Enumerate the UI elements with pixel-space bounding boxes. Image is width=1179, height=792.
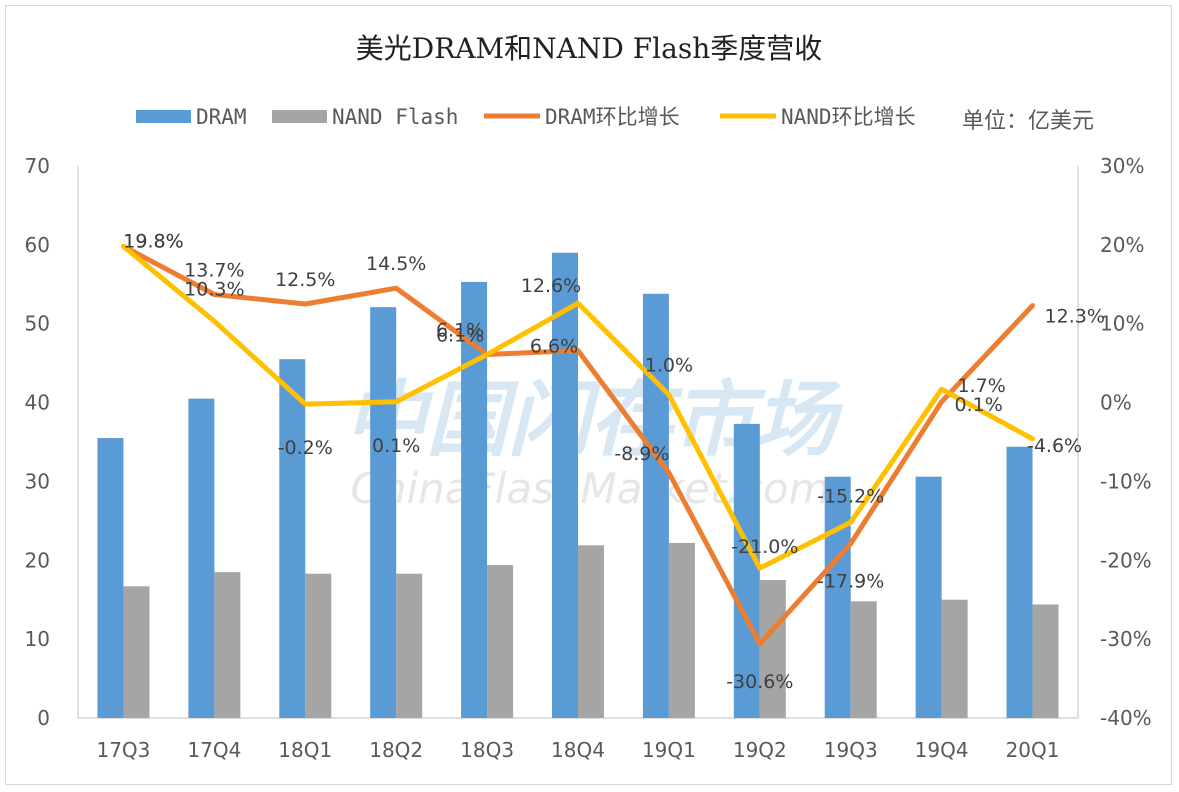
- data-label-dram-growth: 0.1%: [954, 394, 1002, 416]
- x-tick-label: 17Q4: [187, 738, 241, 762]
- data-label-dram-growth: 12.3%: [1045, 306, 1105, 328]
- y-left-tick-label: 40: [25, 391, 50, 415]
- legend-label-nand-growth: NAND环比增长: [781, 105, 916, 129]
- data-label-nand-growth: 19.8%: [123, 230, 183, 252]
- bar-nand-flash: [305, 573, 332, 718]
- x-tick-label: 18Q4: [551, 738, 605, 762]
- bar-nand-flash: [850, 601, 877, 718]
- legend-label-nand-flash: NAND Flash: [332, 105, 458, 129]
- bar-dram: [1006, 446, 1033, 718]
- data-label-nand-growth: 6.1%: [436, 324, 484, 346]
- y-left-tick-label: 60: [25, 233, 50, 257]
- y-right-tick-label: 0%: [1100, 391, 1132, 415]
- data-label-nand-growth: -0.2%: [278, 437, 333, 459]
- bar-nand-flash: [668, 542, 695, 718]
- bar-nand-flash: [396, 573, 423, 718]
- data-label-nand-growth: 12.6%: [521, 275, 581, 297]
- bar-dram: [97, 438, 124, 718]
- legend-swatch-dram: [136, 110, 191, 123]
- x-tick-label: 19Q4: [915, 738, 969, 762]
- x-tick-label: 19Q1: [642, 738, 696, 762]
- y-right-tick-label: -40%: [1100, 706, 1152, 730]
- bar-dram: [915, 476, 942, 718]
- bar-dram: [188, 398, 215, 718]
- unit-label: 单位：亿美元: [962, 109, 1094, 134]
- bar-dram: [552, 252, 578, 718]
- data-label-nand-growth: -15.2%: [817, 485, 884, 507]
- data-label-dram-growth: -8.9%: [614, 443, 669, 465]
- bar-nand-flash: [941, 599, 968, 718]
- bar-dram: [733, 423, 760, 718]
- y-right-tick-label: 30%: [1100, 154, 1144, 178]
- bar-dram: [642, 293, 669, 718]
- data-label-dram-growth: 13.7%: [184, 260, 244, 282]
- watermark-logo: 中国闪存市场: [344, 373, 844, 468]
- bar-nand-flash: [123, 586, 150, 718]
- bar-nand-flash: [487, 565, 514, 718]
- bar-nand-flash: [1032, 604, 1059, 718]
- bar-dram: [370, 307, 397, 718]
- data-label-nand-growth: -21.0%: [731, 536, 798, 558]
- x-tick-label: 18Q3: [460, 738, 514, 762]
- y-right-tick-label: -10%: [1100, 469, 1152, 493]
- data-label-nand-growth: 1.0%: [645, 355, 693, 377]
- bar-dram: [824, 476, 851, 718]
- x-tick-label: 18Q1: [278, 738, 332, 762]
- y-right-tick-label: -30%: [1100, 627, 1152, 651]
- data-label-nand-growth: -4.6%: [1027, 435, 1082, 457]
- data-label-dram-growth: 6.6%: [530, 336, 578, 358]
- y-left-tick-label: 0: [37, 706, 50, 730]
- data-label-dram-growth: 14.5%: [366, 253, 426, 275]
- line-nand-growth: [121, 243, 1035, 571]
- data-label-dram-growth: -30.6%: [726, 671, 793, 693]
- line-dram-growth: [121, 243, 1035, 647]
- plot-area: 0 10 20 30 40 50 60 70 -40% -30% -20% -10% 0% 10% 20% 3…: [25, 154, 1152, 762]
- data-label-nand-growth: 1.7%: [957, 375, 1005, 397]
- legend-label-dram-growth: DRAM环比增长: [545, 105, 680, 129]
- x-tick-label: 18Q2: [369, 738, 423, 762]
- bar-dram: [279, 359, 306, 718]
- data-label-dram-growth: 6.1%: [436, 319, 484, 341]
- x-tick-label: 19Q2: [733, 738, 787, 762]
- y-left-tick-label: 10: [25, 627, 50, 651]
- bar-nand-flash: [759, 580, 786, 718]
- y-left-tick-label: 20: [25, 548, 50, 572]
- chart-title: 美光DRAM和NAND Flash季度营收: [356, 32, 822, 65]
- data-label-dram-growth: 12.5%: [275, 269, 335, 291]
- y-right-tick-label: 10%: [1100, 312, 1144, 336]
- bar-nand-flash: [578, 545, 604, 718]
- x-tick-label: 17Q3: [96, 738, 150, 762]
- data-label-dram-growth: 19.8%: [123, 230, 183, 252]
- legend-label-dram: DRAM: [196, 105, 247, 129]
- y-left-tick-label: 70: [25, 154, 50, 178]
- bar-nand-flash: [214, 572, 241, 718]
- x-tick-label: 19Q3: [824, 738, 878, 762]
- data-label-nand-growth: 10.3%: [184, 278, 244, 300]
- data-label-dram-growth: -17.9%: [817, 571, 884, 593]
- x-tick-label: 20Q1: [1006, 738, 1060, 762]
- legend: DRAM NAND Flash DRAM环比增长 NAND环比增长 单位：亿美元: [136, 105, 1094, 134]
- y-left-tick-label: 30: [25, 469, 50, 493]
- y-left-tick-label: 50: [25, 312, 50, 336]
- legend-swatch-nand-flash: [272, 110, 327, 123]
- y-right-tick-label: -20%: [1100, 548, 1152, 572]
- data-label-nand-growth: 0.1%: [372, 435, 420, 457]
- y-right-tick-label: 20%: [1100, 233, 1144, 257]
